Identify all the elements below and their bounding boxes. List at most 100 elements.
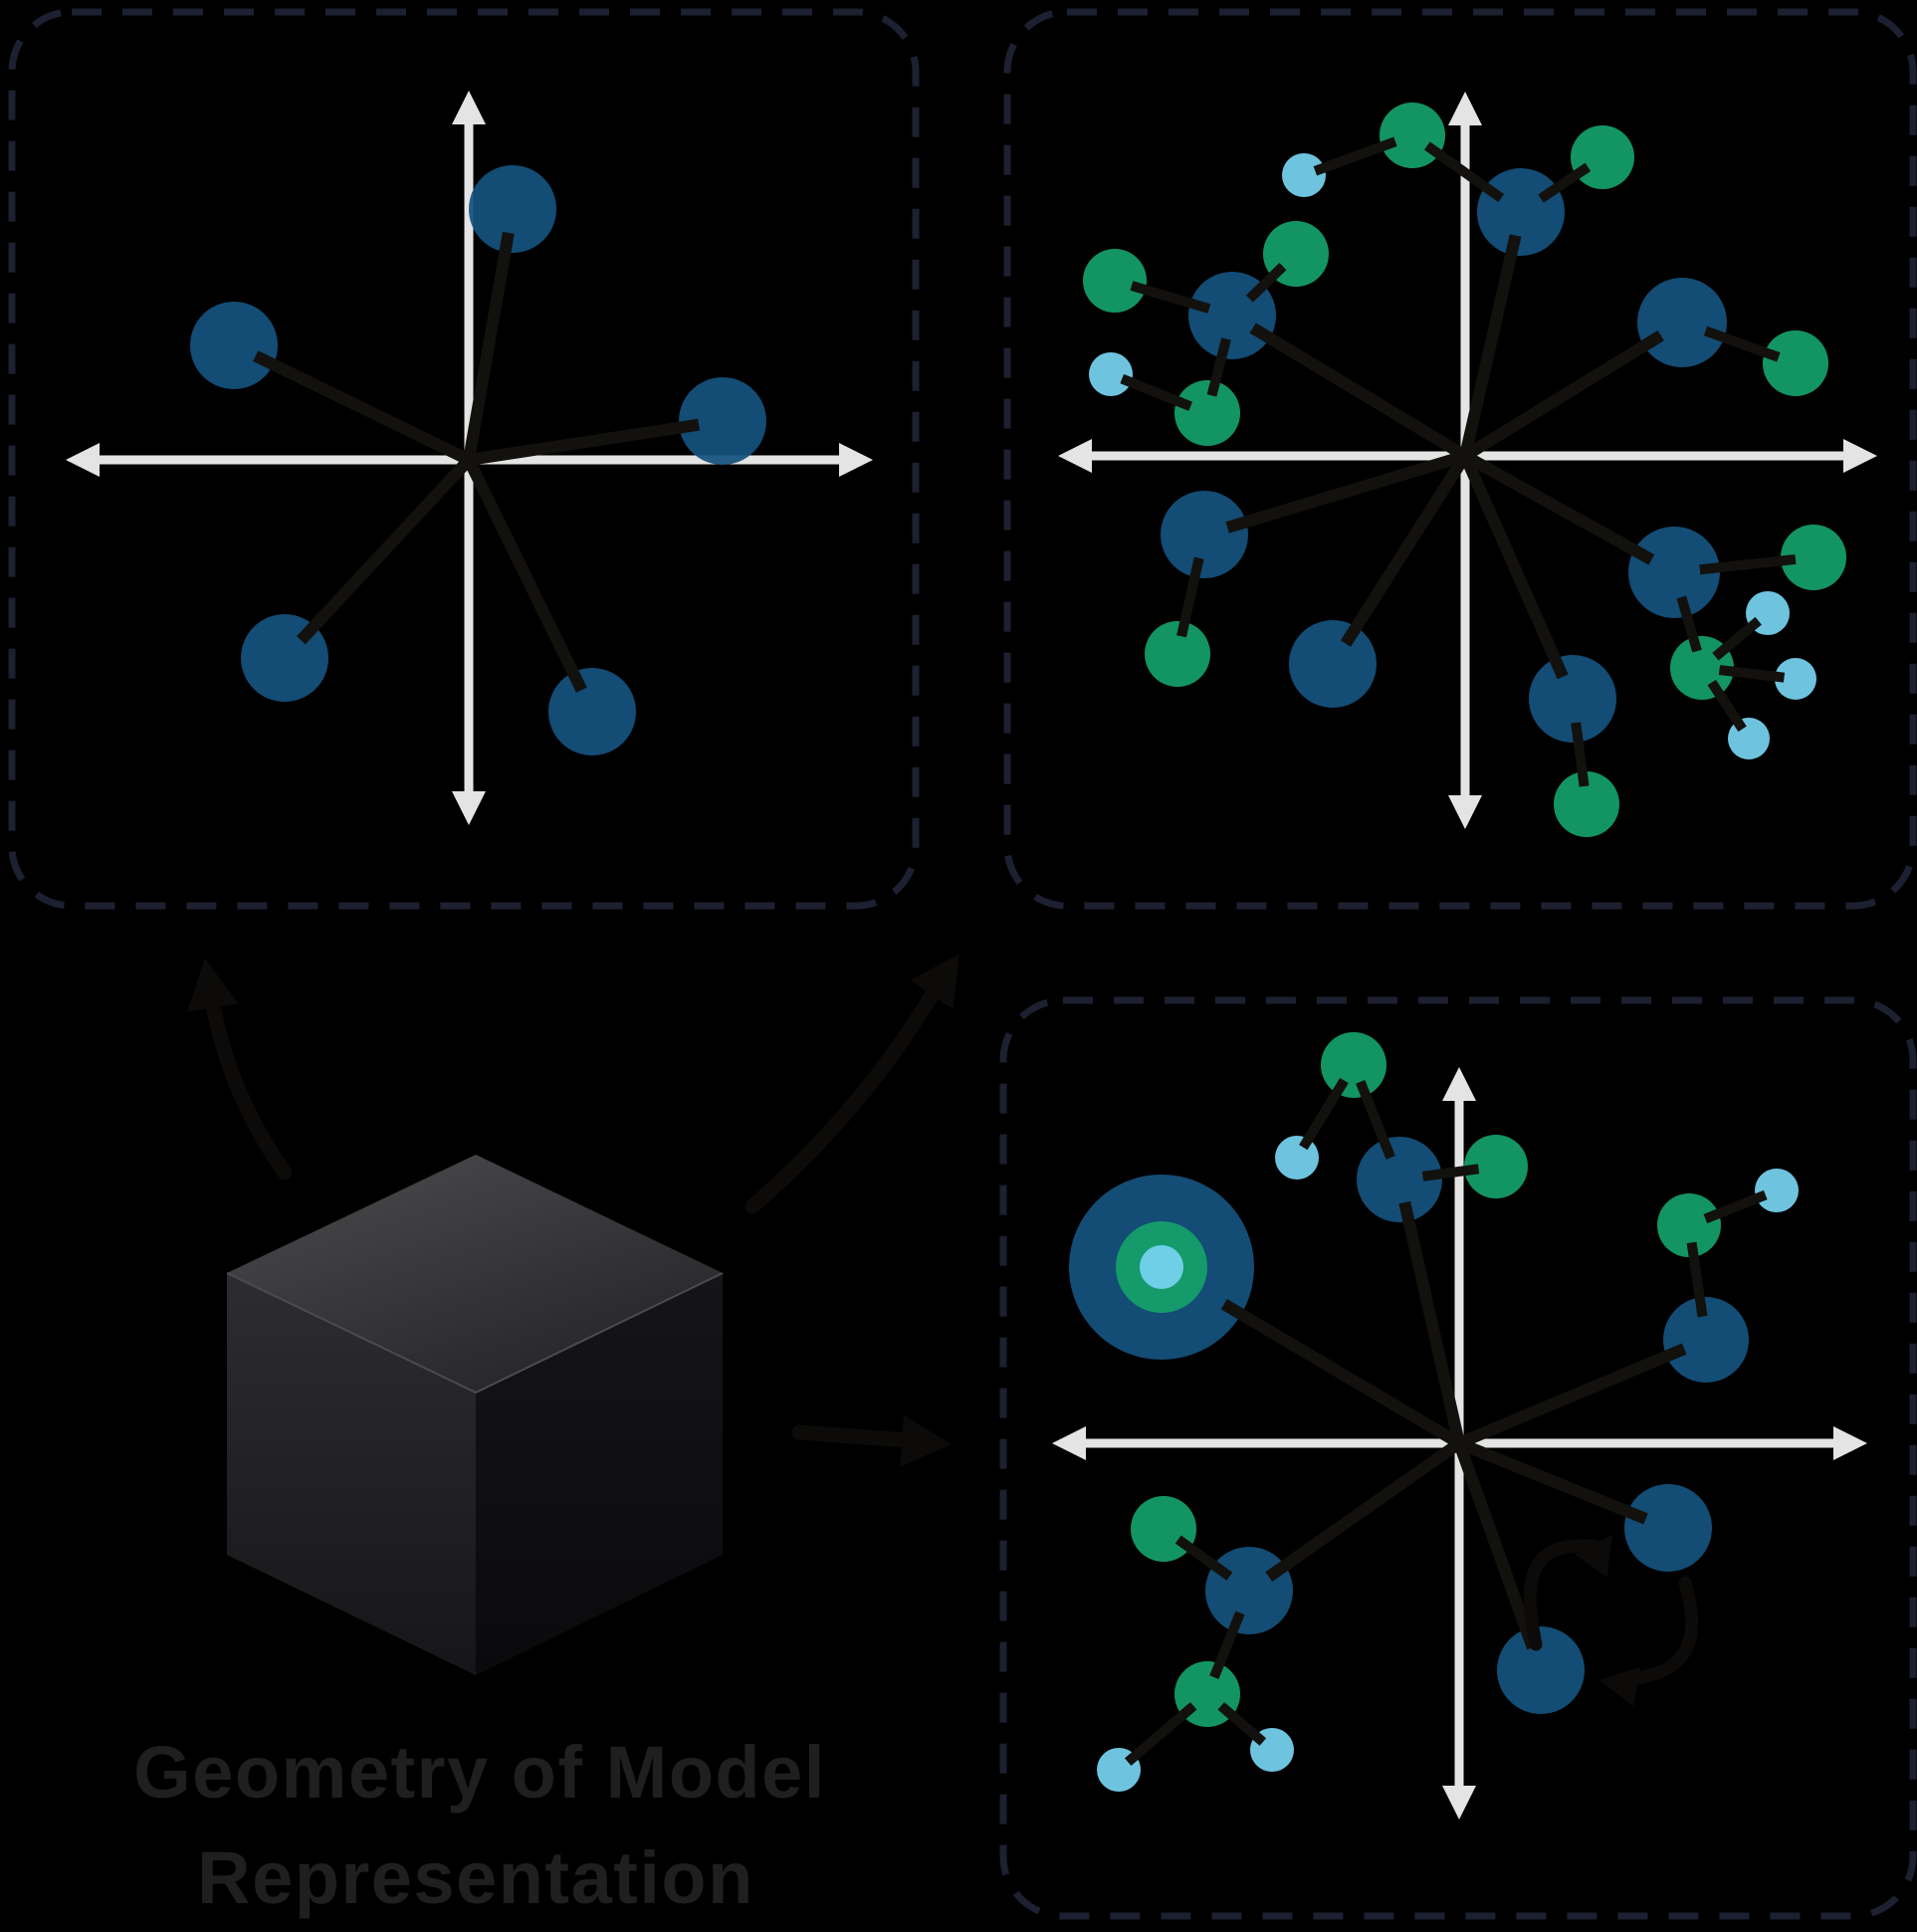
bond-line — [1699, 553, 1797, 575]
node-green — [1145, 621, 1210, 687]
bond-line — [1707, 679, 1747, 733]
spoke-line — [1249, 322, 1469, 462]
spoke-line — [463, 457, 587, 693]
panels-layer — [8, 8, 1917, 1920]
node-green — [1131, 1496, 1196, 1562]
node-green — [1380, 103, 1445, 168]
concentric-node-inner — [1140, 1245, 1183, 1289]
node-blue — [190, 302, 278, 389]
arrow-to-panel-hierarchy-head — [900, 1414, 952, 1467]
node-blue — [679, 377, 766, 465]
bond-line — [1124, 1701, 1197, 1766]
cube-top-face — [227, 1155, 723, 1393]
caption-line-1: Geometry of Model — [133, 1731, 826, 1814]
y-axis-bottom-arrowhead — [1448, 795, 1482, 829]
spoke-line — [1220, 1299, 1463, 1449]
bond-line — [1217, 1702, 1267, 1746]
bond-line — [1176, 556, 1204, 638]
node-blue — [1529, 655, 1616, 743]
spoke-line — [468, 418, 700, 466]
panel-hierarchy — [999, 996, 1917, 1920]
bond-line — [1421, 1164, 1480, 1181]
node-green — [1174, 380, 1240, 446]
swap-arrow-down-head — [1599, 1666, 1640, 1707]
node-green — [1763, 330, 1828, 396]
node-blue — [469, 165, 556, 253]
node-green — [1464, 1135, 1528, 1198]
node-blue — [1161, 491, 1248, 578]
node-blue — [1497, 1626, 1585, 1714]
node-green — [1321, 1032, 1386, 1098]
spoke-line — [1453, 1440, 1539, 1650]
bond-line — [1356, 1079, 1395, 1160]
spoke-line — [463, 231, 515, 462]
node-blue — [1624, 1484, 1712, 1572]
bond-line — [1571, 722, 1590, 787]
spoke-line — [1459, 234, 1522, 458]
panel-base-vectors — [8, 8, 920, 910]
node-blue — [1357, 1137, 1442, 1222]
spoke-line — [1461, 329, 1664, 462]
bond-line — [1718, 665, 1786, 683]
node-green — [1571, 125, 1634, 189]
spoke-line — [1456, 1343, 1687, 1449]
y-axis-top-arrowhead — [1442, 1067, 1476, 1101]
node-lightblue — [1275, 1136, 1319, 1180]
spoke-line — [1398, 1200, 1465, 1445]
connectors — [1120, 136, 1797, 787]
panel-dashed-border — [999, 996, 1917, 1920]
bond-line — [1245, 263, 1287, 303]
node-blue — [1663, 1297, 1749, 1383]
node-lightblue — [1089, 352, 1133, 396]
bond-line — [1676, 595, 1702, 653]
y-axis-bottom-arrowhead — [1442, 1786, 1476, 1820]
cube-left-face — [227, 1273, 476, 1675]
flow-arrows-layer — [187, 954, 1699, 1707]
node-blue — [548, 668, 636, 755]
arrow-to-panel-base-head — [187, 959, 239, 1012]
caption-line-2: Representation — [197, 1836, 754, 1919]
bond-line — [1703, 1189, 1768, 1224]
bond-line — [1712, 616, 1762, 661]
bond-line — [1209, 1610, 1245, 1680]
arrow-to-panel-hierarchy-shaft — [791, 1424, 929, 1449]
y-axis-top-arrowhead — [1448, 92, 1482, 125]
spoke-line — [1265, 1438, 1463, 1583]
x-axis-left-arrowhead — [1058, 439, 1092, 473]
panel-dashed-border — [8, 8, 920, 910]
bond-line — [1120, 373, 1193, 411]
bond-line — [1703, 325, 1781, 362]
swap-arrow-up-head — [1574, 1535, 1612, 1578]
spoke-line — [1459, 453, 1569, 680]
connectors — [1124, 1077, 1768, 1766]
bond-line — [1313, 136, 1397, 176]
node-green — [1781, 525, 1846, 590]
bond-line — [1423, 141, 1505, 203]
cube-right-face — [476, 1273, 723, 1675]
x-axis-right-arrowhead — [1843, 439, 1877, 473]
bond-line — [1174, 1535, 1233, 1581]
x-axis-left-arrowhead — [1052, 1426, 1086, 1460]
node-green — [1554, 771, 1619, 837]
node-blue — [1628, 527, 1720, 618]
bond-line — [1299, 1077, 1349, 1151]
node-blue — [1477, 168, 1565, 256]
panel-dashed-border — [1003, 8, 1917, 910]
node-blue — [1289, 620, 1377, 708]
arrow-to-panel-clusters-head — [910, 954, 959, 1009]
nodes — [1069, 1032, 1799, 1792]
node-lightblue — [1282, 153, 1326, 197]
bond-line — [1686, 1241, 1708, 1318]
spoke-line — [1225, 450, 1467, 534]
black-box-cube — [226, 1155, 724, 1675]
y-axis-top-arrowhead — [452, 91, 486, 124]
node-blue — [1205, 1547, 1293, 1634]
swap-arrow-down-shaft — [1620, 1576, 1699, 1686]
connectors — [253, 231, 700, 693]
bond-line — [1130, 281, 1211, 314]
cube-front-edges — [226, 1272, 724, 1395]
spoke-line — [1340, 452, 1471, 647]
swap-arrow-up-shaft — [1523, 1539, 1600, 1651]
y-axis-bottom-arrowhead — [452, 791, 486, 825]
